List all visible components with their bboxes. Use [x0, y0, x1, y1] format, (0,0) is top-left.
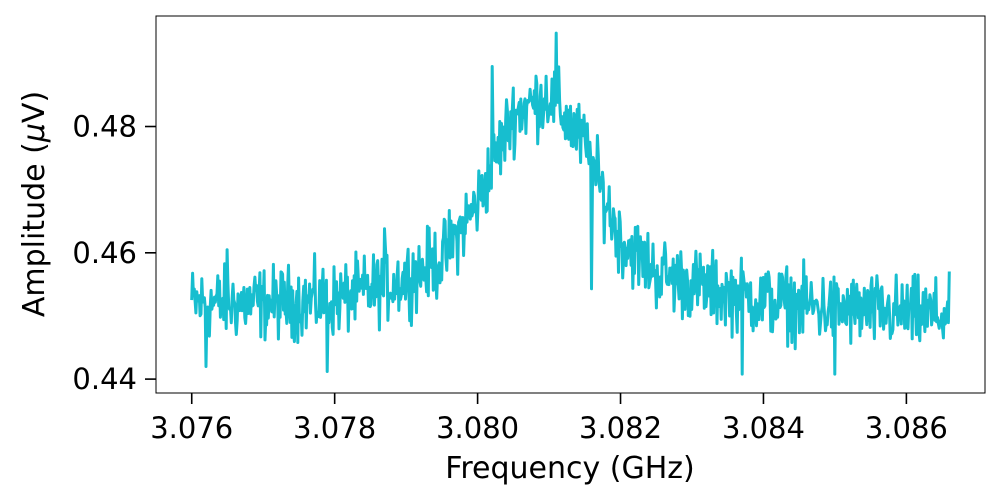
y-tick-label: 0.48: [72, 110, 137, 144]
plot-frame: [155, 15, 986, 394]
x-tick-label: 3.078: [293, 411, 376, 445]
x-tick-label: 3.086: [865, 411, 948, 445]
y-axis-label: Amplitude (μV): [17, 91, 52, 317]
y-tick-label: 0.46: [72, 236, 137, 270]
x-tick-label: 3.080: [436, 411, 519, 445]
y-tick-label: 0.44: [72, 362, 137, 396]
x-axis-label: Frequency (GHz): [445, 451, 694, 486]
x-tick-label: 3.076: [150, 411, 233, 445]
x-tick-label: 3.084: [722, 411, 805, 445]
series-line: [190, 31, 951, 376]
x-tick-label: 3.082: [579, 411, 662, 445]
